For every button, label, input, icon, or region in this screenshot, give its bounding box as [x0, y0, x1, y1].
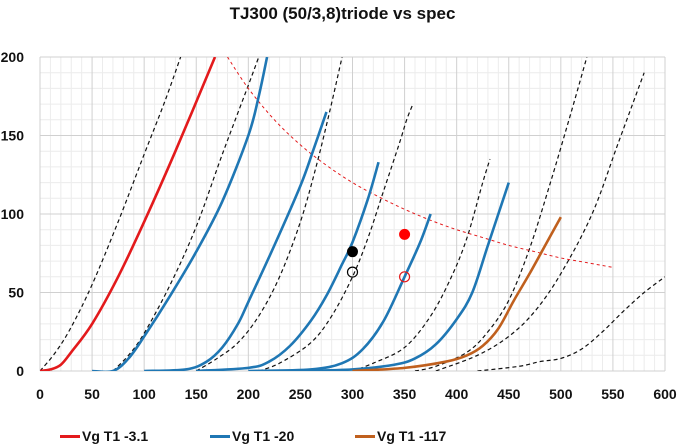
chart-title: TJ300 (50/3,8)triode vs spec [229, 4, 456, 23]
series-line-spec-2 [112, 57, 260, 371]
series-line-vg-t1-20-e- [300, 182, 510, 371]
legend: Vg T1 -3.1 Vg T1 -20 Vg T1 -117 [0, 428, 685, 448]
x-tick-label: 350 [393, 386, 417, 402]
x-tick-label: 600 [653, 386, 677, 402]
series-line-vg-t1-20-c- [196, 161, 380, 371]
series-line-spec-4 [258, 103, 414, 371]
legend-label: Vg T1 -20 [232, 428, 295, 444]
legend-label: Vg T1 -3.1 [82, 428, 149, 444]
series-line-spec-8 [477, 276, 665, 371]
operating-point-open-black [346, 266, 359, 278]
y-tick-label: 150 [1, 128, 25, 144]
series-line-spec-3 [195, 57, 343, 371]
operating-point-open-red [398, 271, 411, 283]
series-line-vg-t1-20-d- [248, 213, 432, 371]
operating-point-filled-black [347, 246, 358, 258]
marker-layer [346, 228, 411, 283]
legend-swatch [60, 434, 80, 438]
series-line-spec-6 [414, 57, 588, 371]
legend-item-vg-117: Vg T1 -117 [355, 428, 446, 444]
y-tick-labels: 0 50 100 150 200 [1, 49, 25, 379]
x-tick-label: 50 [84, 386, 100, 402]
y-tick-label: 200 [1, 49, 25, 65]
series-line-max-dissipation [227, 57, 614, 268]
series-line-vg-t1-117 [352, 216, 562, 371]
x-tick-label: 550 [601, 386, 625, 402]
x-tick-label: 250 [289, 386, 313, 402]
legend-swatch [210, 434, 230, 438]
x-tick-label: 450 [497, 386, 521, 402]
series-line-vg-t1-20-b- [144, 111, 328, 371]
x-tick-label: 300 [341, 386, 365, 402]
operating-point-filled-red [399, 228, 411, 240]
x-tick-label: 400 [445, 386, 469, 402]
series-layer [40, 57, 665, 371]
y-tick-label: 0 [16, 363, 24, 379]
legend-swatch [355, 434, 375, 438]
series-line-vg-t1-20 [92, 57, 269, 371]
x-tick-labels: 0 50 100 150 200 250 300 350 400 450 500 550 600 [36, 386, 677, 402]
legend-item-vg-3-1: Vg T1 -3.1 [60, 428, 148, 444]
x-tick-label: 500 [549, 386, 573, 402]
x-tick-label: 200 [237, 386, 261, 402]
y-tick-label: 100 [1, 206, 25, 222]
x-tick-label: 100 [132, 386, 156, 402]
series-line-spec-7 [435, 72, 645, 371]
legend-label: Vg T1 -117 [377, 428, 447, 444]
series-line-spec-5 [352, 158, 491, 371]
x-tick-label: 0 [36, 386, 44, 402]
x-tick-label: 150 [185, 386, 209, 402]
legend-item-vg-20: Vg T1 -20 [210, 428, 294, 444]
series-line-vg-t1-3-1 [40, 57, 217, 371]
y-tick-label: 50 [8, 285, 24, 301]
